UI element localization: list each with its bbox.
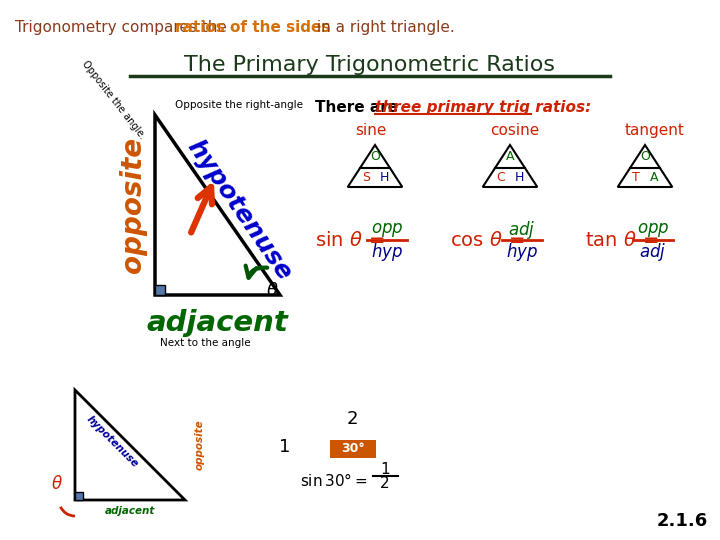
Text: S: S (361, 171, 370, 184)
Text: 2: 2 (346, 410, 358, 428)
Text: hypotenuse: hypotenuse (182, 135, 297, 285)
Text: $adj$: $adj$ (639, 241, 667, 263)
Text: 1: 1 (380, 462, 390, 477)
Text: $\cos\,\theta\,=$: $\cos\,\theta\,=$ (450, 231, 524, 249)
Bar (75, 492, 83, 500)
Text: H: H (515, 171, 524, 184)
Text: tangent: tangent (625, 123, 685, 138)
Text: C: C (496, 171, 505, 184)
Text: 1: 1 (279, 438, 291, 456)
Text: $opp$: $opp$ (371, 221, 403, 239)
Text: T: T (632, 171, 639, 184)
Text: $hyp$: $hyp$ (506, 241, 538, 263)
Text: 2: 2 (380, 476, 390, 490)
Text: The Primary Trigonometric Ratios: The Primary Trigonometric Ratios (184, 55, 556, 75)
Text: A: A (650, 171, 659, 184)
Text: 30°: 30° (341, 442, 365, 456)
Text: H: H (379, 171, 389, 184)
Text: $hyp$: $hyp$ (371, 241, 403, 263)
Text: sine: sine (355, 123, 387, 138)
Text: Next to the angle: Next to the angle (160, 338, 251, 348)
Bar (330, 440, 376, 458)
Text: $adj$: $adj$ (508, 219, 536, 241)
Text: hypotenuse: hypotenuse (84, 414, 140, 470)
Text: $opp$: $opp$ (636, 221, 670, 239)
Text: adjacent: adjacent (147, 309, 289, 337)
Text: ratios of the sides: ratios of the sides (175, 20, 330, 35)
Text: opposite: opposite (195, 420, 205, 470)
Text: Opposite the angle.: Opposite the angle. (80, 59, 147, 141)
Text: O: O (640, 150, 650, 163)
Text: $\sin 30° =$: $\sin 30° =$ (300, 471, 367, 489)
Text: three primary trig ratios:: three primary trig ratios: (375, 100, 591, 115)
Text: $\sin\,\theta\,=$: $\sin\,\theta\,=$ (315, 231, 384, 249)
Text: adjacent: adjacent (105, 506, 156, 516)
Text: $\theta$: $\theta$ (51, 475, 63, 493)
Text: 2.1.6: 2.1.6 (657, 512, 708, 530)
Text: O: O (370, 150, 380, 163)
Text: Opposite the right-angle: Opposite the right-angle (175, 100, 303, 110)
Text: opposite: opposite (119, 137, 147, 273)
Text: cosine: cosine (490, 123, 539, 138)
Text: There are: There are (315, 100, 403, 115)
Bar (155, 285, 165, 295)
Text: $\tan\,\theta\,=$: $\tan\,\theta\,=$ (585, 231, 659, 249)
Text: in a right triangle.: in a right triangle. (312, 20, 454, 35)
Text: $\theta$: $\theta$ (266, 282, 279, 300)
Text: Trigonometry compares the: Trigonometry compares the (15, 20, 232, 35)
Text: A: A (505, 150, 514, 163)
